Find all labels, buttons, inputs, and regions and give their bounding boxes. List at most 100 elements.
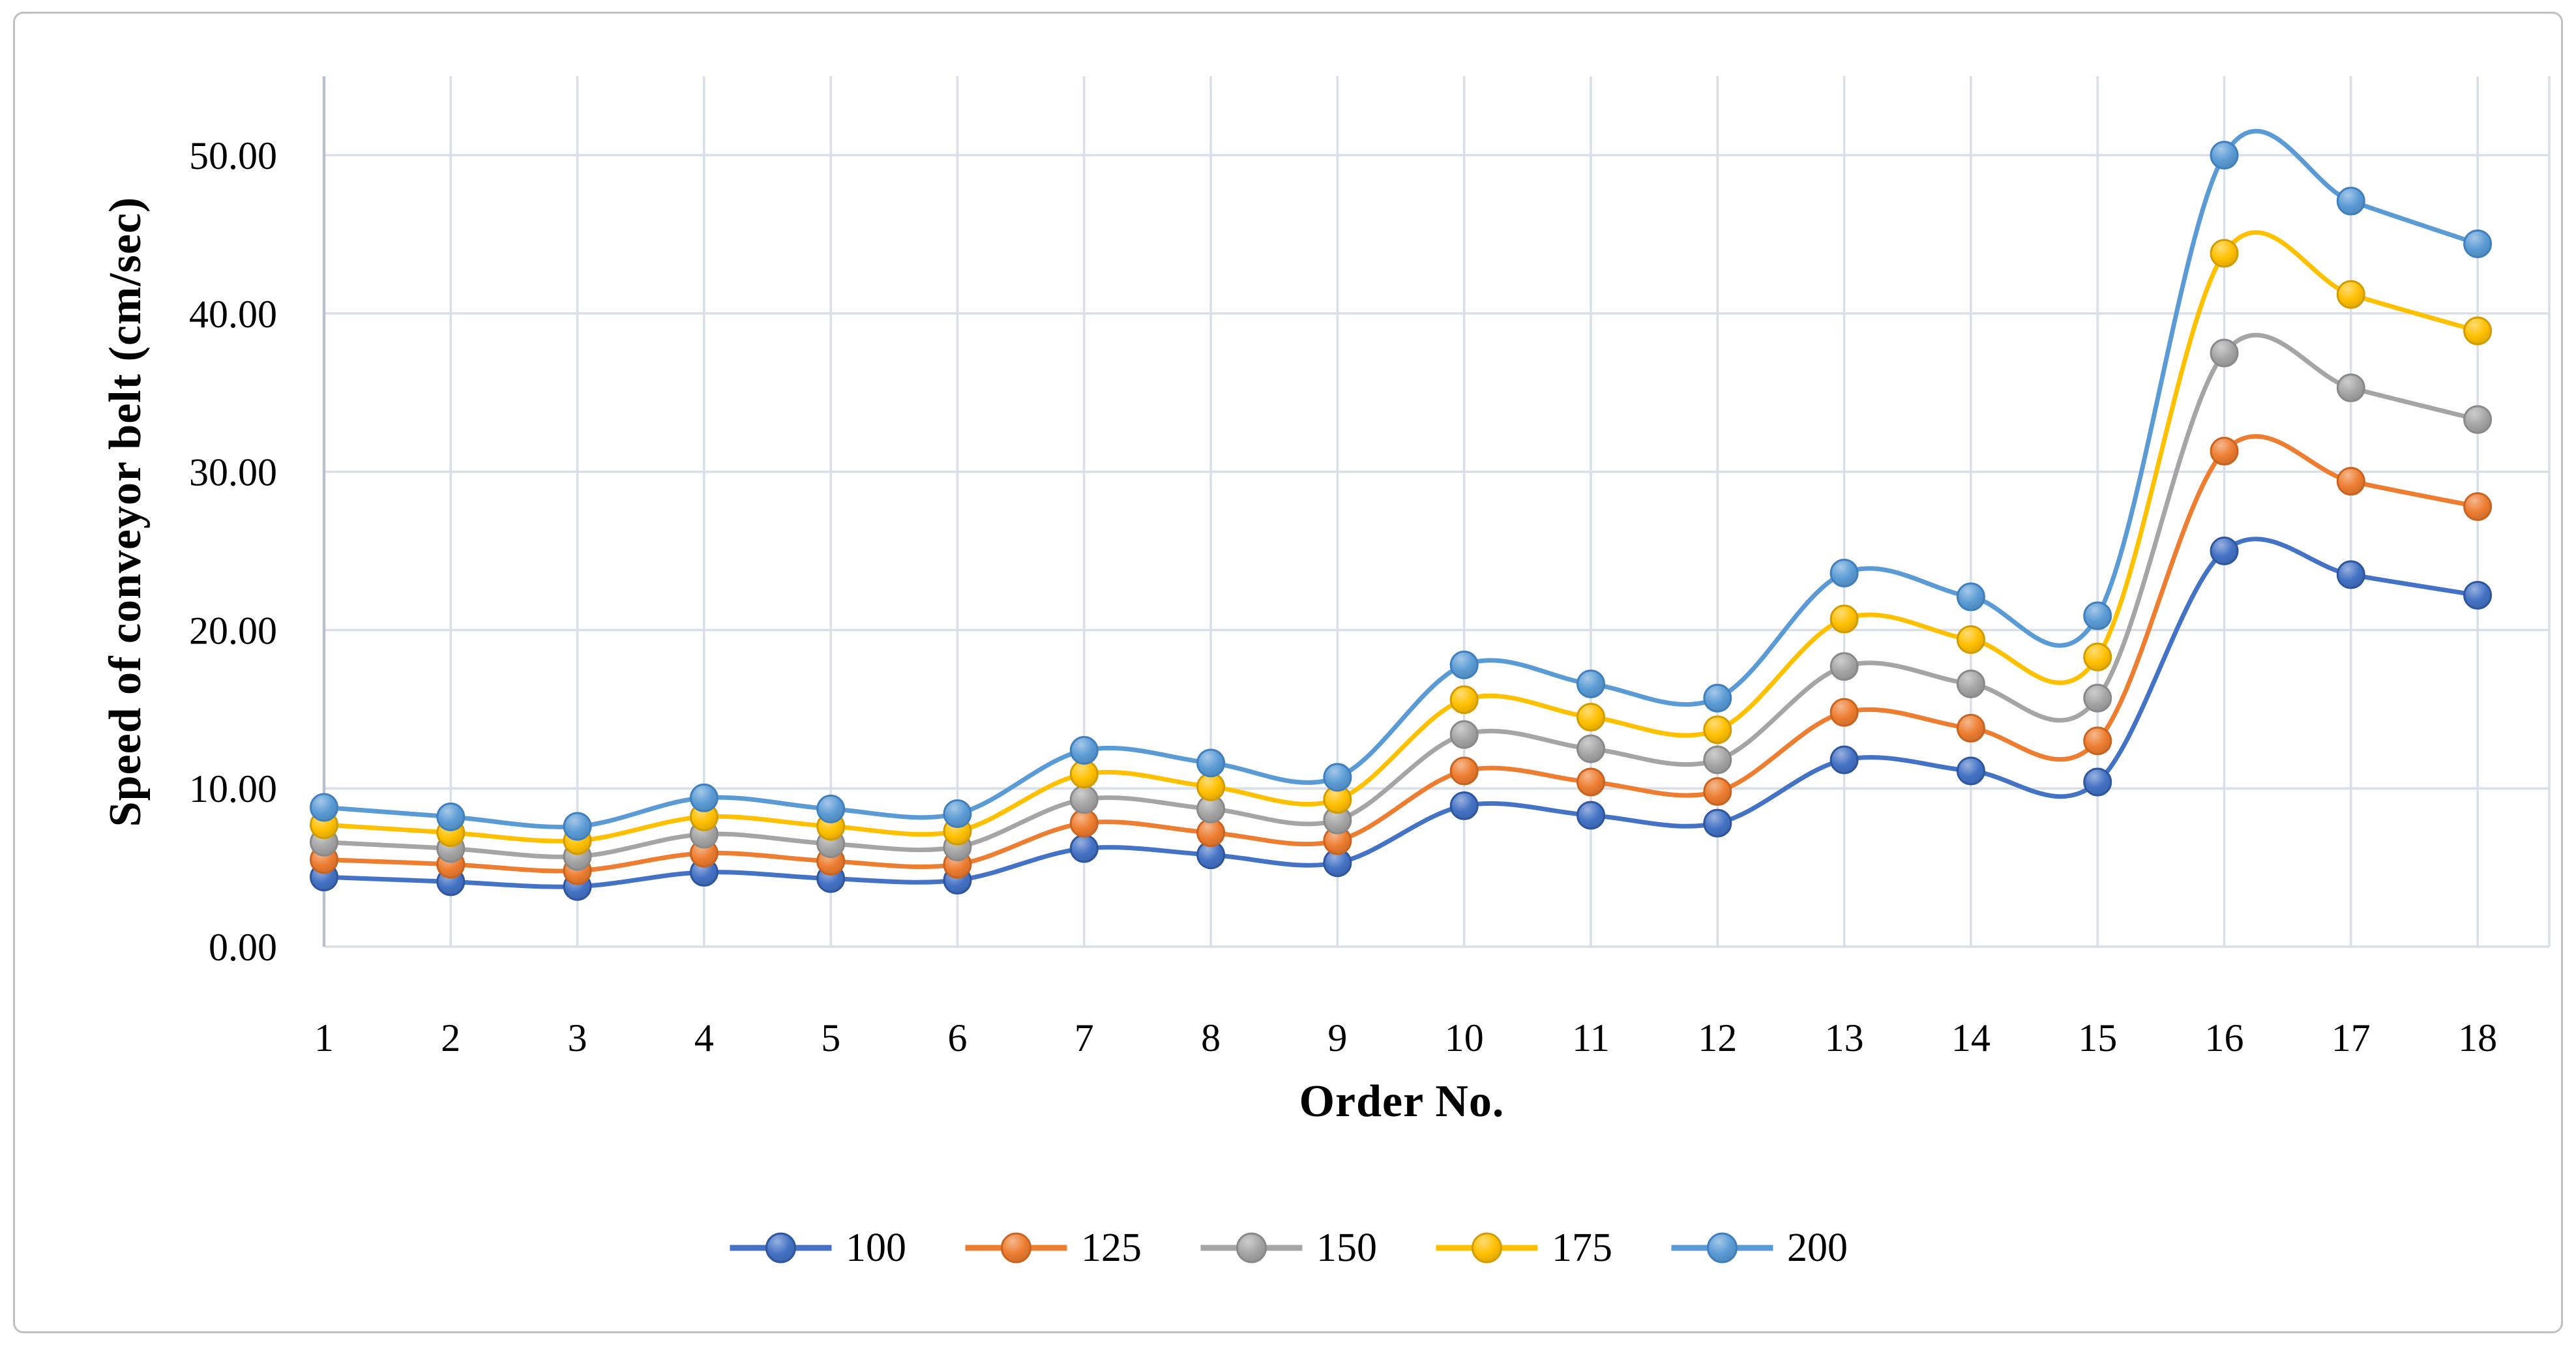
- data-point: [2210, 537, 2239, 565]
- y-tick-label: 50.00: [189, 134, 277, 177]
- data-point: [2336, 373, 2365, 402]
- x-tick-label: 2: [441, 1016, 460, 1059]
- data-point: [1577, 801, 1605, 830]
- y-tick-label: 20.00: [189, 609, 277, 652]
- data-point: [1196, 818, 1226, 848]
- data-point: [1577, 734, 1605, 763]
- legend-item-175: 175: [1434, 1227, 1612, 1269]
- data-point: [2083, 726, 2112, 756]
- legend-label: 150: [1316, 1226, 1377, 1270]
- data-point: [1577, 702, 1605, 732]
- x-tick-label: 4: [694, 1016, 714, 1059]
- series-line-125: [321, 434, 2480, 874]
- x-tick-label: 16: [2205, 1016, 2244, 1059]
- x-tick-label: 3: [568, 1016, 587, 1059]
- x-tick-label: 12: [1698, 1016, 1737, 1059]
- legend-label: 200: [1787, 1226, 1848, 1270]
- x-tick-label: 14: [1951, 1016, 1991, 1059]
- data-point: [1956, 625, 1985, 654]
- x-tick-label: 17: [2332, 1016, 2371, 1059]
- data-point: [2210, 239, 2239, 268]
- data-point: [310, 793, 338, 822]
- data-point: [1069, 735, 1099, 765]
- data-point: [1829, 604, 1859, 634]
- data-point: [2083, 767, 2112, 797]
- data-point: [2463, 229, 2493, 258]
- data-point: [1449, 720, 1479, 749]
- x-tick-label: 5: [821, 1016, 840, 1059]
- x-tick-label: 18: [2458, 1016, 2497, 1059]
- legend-item-100: 100: [728, 1227, 906, 1269]
- x-tick-label: 1: [314, 1016, 334, 1059]
- data-point: [2083, 683, 2112, 713]
- legend-marker: [1000, 1232, 1031, 1264]
- data-point: [2083, 642, 2112, 672]
- data-point: [563, 812, 592, 841]
- data-point: [1703, 777, 1732, 806]
- data-point: [1069, 760, 1099, 789]
- x-tick-label: 10: [1445, 1016, 1484, 1059]
- data-point: [943, 799, 972, 829]
- data-point: [1449, 650, 1479, 679]
- legend-item-200: 200: [1670, 1227, 1848, 1269]
- x-tick-label: 9: [1327, 1016, 1347, 1059]
- legend-marker: [1706, 1232, 1738, 1264]
- x-tick-label: 13: [1825, 1016, 1864, 1059]
- x-tick-label: 7: [1074, 1016, 1094, 1059]
- data-point: [2463, 492, 2493, 522]
- legend-marker: [1236, 1232, 1267, 1264]
- data-point: [689, 783, 718, 812]
- data-point: [1956, 669, 1985, 698]
- data-point: [1196, 772, 1226, 801]
- data-point: [1323, 763, 1352, 792]
- data-point: [1956, 582, 1985, 612]
- legend: 100 125 150 175 200: [728, 1227, 1848, 1269]
- data-point: [2336, 186, 2365, 216]
- series-line-175: [321, 230, 2480, 844]
- data-point: [1449, 685, 1479, 715]
- data-point: [1703, 808, 1732, 838]
- data-point: [1956, 756, 1985, 786]
- data-point: [816, 794, 846, 823]
- data-point: [1069, 808, 1099, 838]
- x-tick-label: 15: [2078, 1016, 2117, 1059]
- data-point: [1449, 756, 1479, 786]
- data-point: [1577, 669, 1605, 698]
- data-point: [436, 802, 466, 831]
- y-tick-label: 40.00: [189, 293, 277, 336]
- legend-item-150: 150: [1199, 1227, 1377, 1269]
- data-point: [2083, 601, 2112, 630]
- legend-label: 100: [846, 1226, 906, 1270]
- y-tick-label: 30.00: [189, 451, 277, 494]
- y-tick-label: 10.00: [189, 767, 277, 810]
- data-point: [2336, 280, 2365, 309]
- series-line-100: [321, 537, 2480, 889]
- data-point: [1069, 785, 1099, 814]
- data-point: [1577, 767, 1605, 797]
- series-125-marker-icon: [965, 1232, 1067, 1264]
- data-point: [1449, 791, 1479, 820]
- data-point: [1069, 834, 1099, 863]
- data-point: [1829, 698, 1859, 727]
- data-point: [2210, 141, 2239, 170]
- y-axis-title: Speed of conveyor belt (cm/sec): [100, 196, 151, 827]
- x-tick-label: 8: [1201, 1016, 1221, 1059]
- data-point: [1956, 713, 1985, 743]
- x-axis-title: Order No.: [1299, 1076, 1505, 1127]
- data-point: [1703, 683, 1732, 713]
- data-point: [1829, 558, 1859, 587]
- legend-label: 125: [1081, 1226, 1142, 1270]
- x-tick-label: 11: [1572, 1016, 1610, 1059]
- data-point: [1829, 745, 1859, 775]
- data-point: [1703, 745, 1732, 775]
- data-point: [2210, 437, 2239, 466]
- data-point: [2336, 467, 2365, 496]
- series-200-marker-icon: [1671, 1232, 1773, 1264]
- data-point: [2336, 560, 2365, 589]
- data-point: [2463, 316, 2493, 346]
- data-point: [2463, 405, 2493, 434]
- legend-marker: [1471, 1232, 1502, 1264]
- data-point: [1703, 715, 1732, 745]
